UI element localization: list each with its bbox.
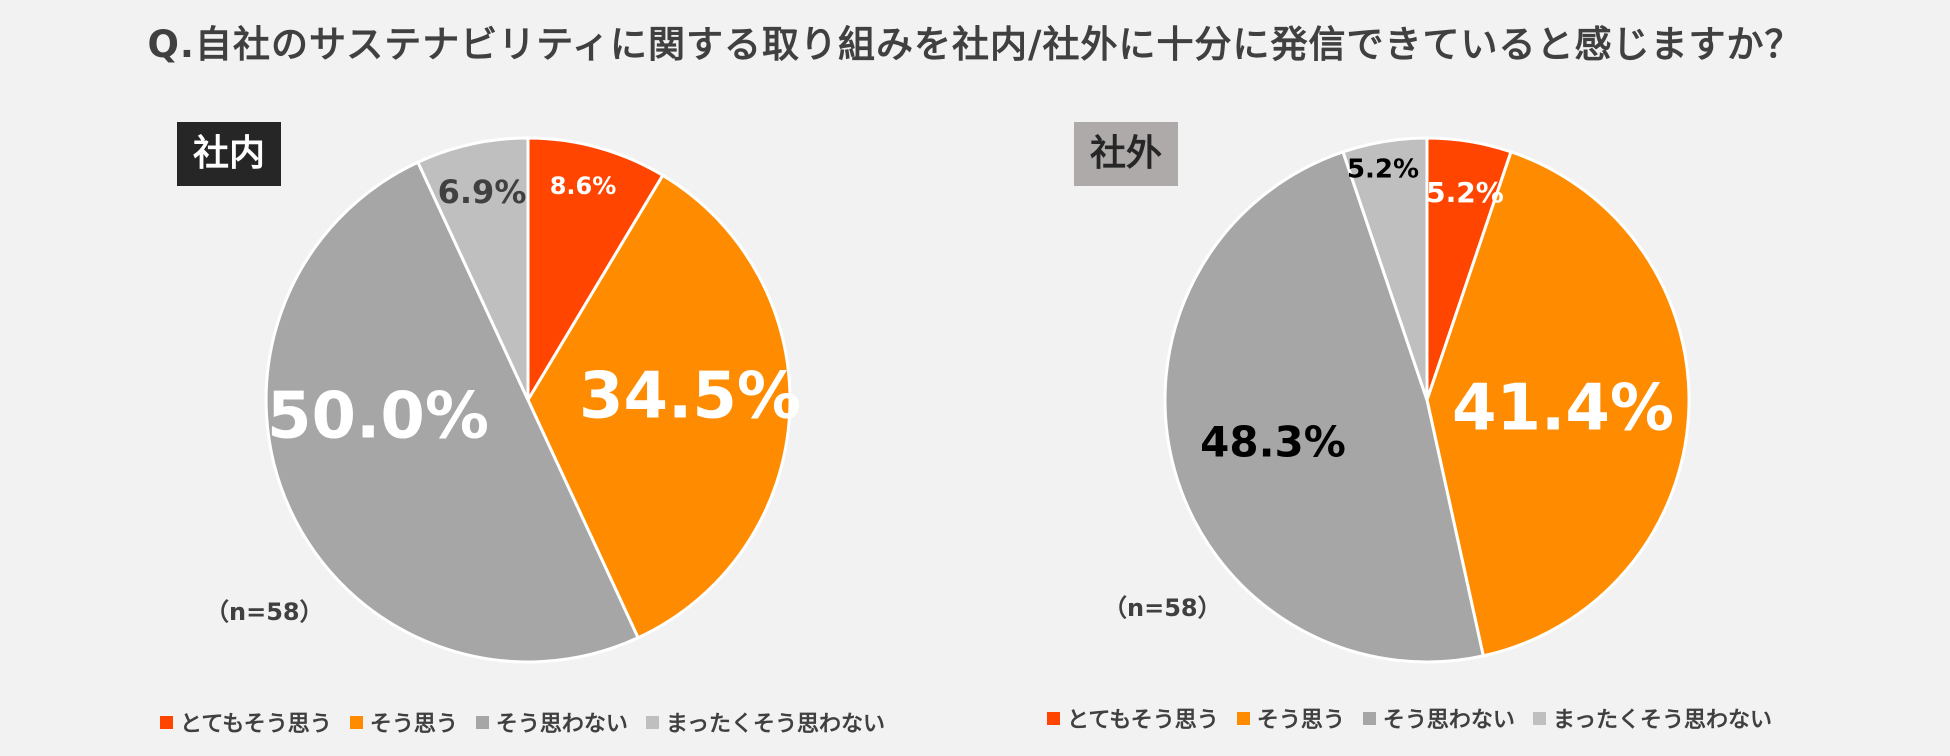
legend-swatch (475, 715, 489, 729)
legend-label: そう思う (1256, 708, 1345, 733)
legend-swatch (645, 715, 659, 729)
legend-item: そう思う (1236, 702, 1345, 734)
panel-label-internal: 社内 (177, 122, 282, 186)
pie-slice-external-1 (1425, 149, 1691, 658)
panel-label-external: 社外 (1074, 122, 1179, 186)
pie-slice-external-3 (1341, 136, 1429, 401)
data-label-external-3: 5.2% (1347, 155, 1419, 185)
legend-label: まったくそう思わない (1552, 708, 1772, 733)
data-label-external-0: 5.2% (1426, 176, 1504, 209)
chart-title: Q.自社のサステナビリティに関する取り組みを社内/社外に十分に発信できていると感… (147, 23, 1803, 66)
pie-slice-internal-3 (415, 136, 530, 401)
data-label-internal-0: 8.6% (550, 172, 617, 200)
legend-label: まったくそう思わない (665, 712, 885, 737)
data-label-external-1: 41.4% (1452, 372, 1674, 446)
legend-item: まったくそう思わない (645, 706, 885, 738)
pie-slice-internal-2 (264, 160, 641, 664)
legend-swatch (1362, 711, 1376, 725)
legend-item: とてもそう思う (1047, 702, 1219, 734)
sample-size-internal: （n=58） (205, 598, 324, 626)
legend-label: そう思わない (1382, 708, 1515, 733)
pie-slice-external-2 (1163, 149, 1486, 664)
legend-swatch (1532, 711, 1546, 725)
legend-item: そう思う (349, 706, 458, 738)
legend-item: まったくそう思わない (1532, 702, 1772, 734)
legend-item: そう思わない (475, 706, 628, 738)
sample-size-external: （n=58） (1103, 594, 1222, 622)
legend-label: とてもそう思う (180, 712, 332, 737)
data-label-external-2: 48.3% (1200, 418, 1346, 467)
legend-swatch (1047, 711, 1060, 725)
pie-slice-internal-1 (526, 173, 792, 640)
legend-label: そう思う (369, 712, 458, 737)
legend-internal: とてもそう思う そう思う そう思わない まったくそう思わない (160, 706, 903, 738)
legend-swatch (160, 715, 173, 729)
legend-item: とてもそう思う (160, 706, 332, 738)
legend-swatch (1236, 711, 1250, 725)
legend-label: そう思わない (495, 712, 628, 737)
data-label-internal-3: 6.9% (438, 173, 527, 211)
pie-slice-internal-0 (526, 136, 665, 406)
legend-swatch (349, 715, 363, 729)
legend-label: とてもそう思う (1067, 708, 1219, 733)
legend-item: そう思わない (1362, 702, 1515, 734)
data-label-internal-1: 34.5% (579, 360, 801, 434)
data-label-internal-2: 50.0% (267, 380, 489, 454)
legend-external: とてもそう思う そう思う そう思わない まったくそう思わない (1047, 702, 1790, 734)
